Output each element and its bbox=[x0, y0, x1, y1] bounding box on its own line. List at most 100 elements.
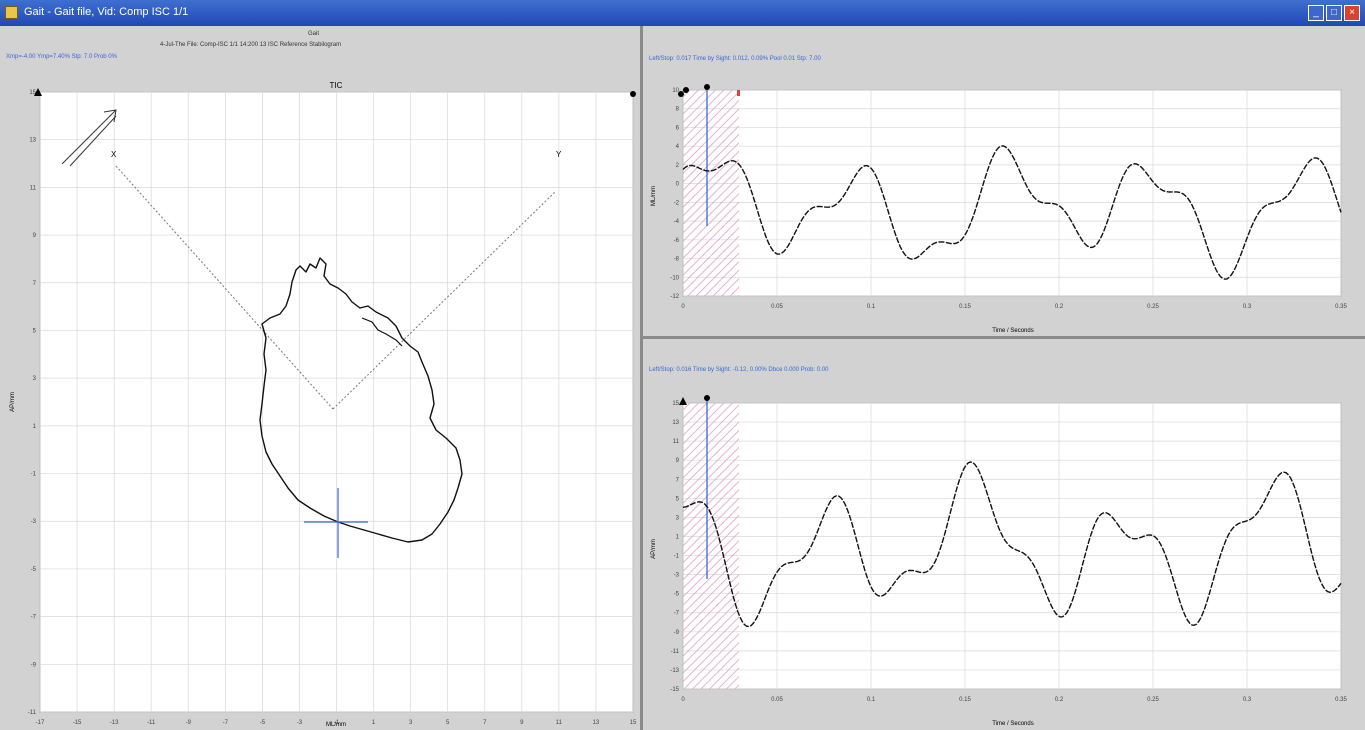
ml-time-panel: Left/Stop: 0.017 Time by Sight: 0.012, 0… bbox=[643, 26, 1365, 336]
ml-time-plot[interactable]: 10 8 6 4 2 0 -2 -4 -6 -8 -10 -12 0 0.05 0.1 0.15 0.2 0.2… bbox=[643, 26, 1365, 336]
x-tick-label: 5 bbox=[446, 720, 450, 726]
selection-region[interactable] bbox=[683, 403, 739, 689]
left-header-line3: Xmp=-4.00 Ymp=7.40% Stp: 7.0 Prob 0% bbox=[6, 54, 117, 60]
y-tick-label: 0 bbox=[676, 182, 680, 188]
ap-time-panel: Left/Stop: 0.016 Time by Sight: -0.12, 0… bbox=[643, 339, 1365, 730]
vertical-splitter[interactable] bbox=[640, 26, 643, 730]
x-tick-label: 0.3 bbox=[1243, 697, 1252, 703]
right-bottom-header: Left/Stop: 0.016 Time by Sight: -0.12, 0… bbox=[649, 367, 829, 373]
y-tick-label: -1 bbox=[31, 472, 37, 478]
x-tick-label: 0.05 bbox=[771, 304, 783, 310]
y-tick-label: -9 bbox=[31, 662, 37, 668]
y-tick-label: 9 bbox=[33, 233, 37, 239]
x-tick-label: 15 bbox=[630, 720, 637, 726]
x-tick-label: -17 bbox=[36, 720, 45, 726]
y-tick-label: 13 bbox=[29, 138, 36, 144]
x-tick-label: -3 bbox=[297, 720, 303, 726]
y-tick-label: 5 bbox=[676, 496, 680, 502]
right-top-xlabel: Time / Seconds bbox=[992, 328, 1033, 334]
marker-triangle-icon bbox=[679, 397, 687, 405]
y-tick-label: 1 bbox=[33, 424, 37, 430]
y-tick-label: -7 bbox=[31, 615, 37, 621]
y-tick-label: 15 bbox=[672, 401, 679, 407]
minimize-button[interactable]: _ bbox=[1308, 5, 1324, 21]
y-tick-label: 3 bbox=[676, 515, 680, 521]
x-tick-label: 0.05 bbox=[771, 697, 783, 703]
y-tick-label: -3 bbox=[674, 573, 680, 579]
horizontal-splitter[interactable] bbox=[643, 336, 1365, 339]
y-tick-label: -2 bbox=[674, 200, 680, 206]
selection-region[interactable] bbox=[683, 90, 739, 296]
y-tick-label: -5 bbox=[674, 592, 680, 598]
y-tick-label: 11 bbox=[30, 185, 37, 191]
stabilogram-trace bbox=[259, 257, 463, 543]
close-button[interactable]: × bbox=[1344, 5, 1360, 21]
end-marker-icon[interactable] bbox=[737, 90, 740, 96]
y-tick-label: 3 bbox=[33, 376, 37, 382]
right-bottom-ylabel: AP/mm bbox=[651, 539, 657, 559]
x-tick-label: -7 bbox=[223, 720, 229, 726]
y-tick-label: 15 bbox=[29, 90, 36, 96]
window-titlebar: Gait - Gait file, Vid: Comp ISC 1/1 _ □ … bbox=[0, 0, 1365, 26]
x-tick-label: 1 bbox=[372, 720, 376, 726]
y-tick-label: 11 bbox=[673, 439, 680, 445]
x-tick-label: 7 bbox=[483, 720, 487, 726]
y-tick-label: -10 bbox=[670, 275, 679, 281]
y-tick-label: 5 bbox=[33, 328, 37, 334]
y-tick-label: 8 bbox=[676, 107, 680, 113]
x-tick-label: 13 bbox=[593, 720, 600, 726]
y-tick-label: -8 bbox=[674, 257, 680, 263]
y-tick-label: -4 bbox=[674, 219, 680, 225]
left-xlabel: ML/mm bbox=[326, 722, 346, 728]
y-tick-label: 4 bbox=[676, 144, 680, 150]
maximize-button[interactable]: □ bbox=[1326, 5, 1342, 21]
ap-time-plot[interactable]: 15 13 11 9 7 5 3 1 -1 -3 -5 -7 -9 -11 -13 -15 0 0.05 0.1 0… bbox=[643, 339, 1365, 730]
x-tick-label: 0.3 bbox=[1243, 304, 1252, 310]
x-tick-label: 11 bbox=[556, 720, 563, 726]
x-tick-label: 0.25 bbox=[1147, 304, 1159, 310]
y-tick-label: -1 bbox=[674, 554, 680, 560]
x-tick-label: 0.2 bbox=[1055, 697, 1064, 703]
y-tick-label: 10 bbox=[672, 88, 679, 94]
x-tick-label: 0.15 bbox=[959, 697, 971, 703]
x-tick-label: 0.25 bbox=[1147, 697, 1159, 703]
x-tick-label: 0.1 bbox=[867, 304, 876, 310]
marker-dot-icon bbox=[678, 91, 684, 97]
ml-trace bbox=[682, 145, 1342, 280]
x-tick-label: 0.35 bbox=[1335, 697, 1347, 703]
y-tick-label: 1 bbox=[676, 534, 680, 540]
y-tick-label: 6 bbox=[676, 125, 680, 131]
x-tick-label: 0 bbox=[681, 304, 685, 310]
left-header-line2: 4-Jul-The File: Comp-ISC 1/1 14:200 13 I… bbox=[160, 42, 342, 48]
y-tick-label: -7 bbox=[674, 611, 680, 617]
y-tick-label: -11 bbox=[28, 710, 37, 716]
y-tick-label: -12 bbox=[670, 294, 679, 300]
y-tick-label: 9 bbox=[676, 458, 680, 464]
right-bottom-xlabel: Time / Seconds bbox=[992, 721, 1033, 727]
orientation-arrow-icon bbox=[61, 109, 117, 167]
y-tick-label: 7 bbox=[33, 281, 37, 287]
stabilogram-panel: Gait 4-Jul-The File: Comp-ISC 1/1 14:200… bbox=[0, 26, 640, 730]
x-tick-label: -9 bbox=[186, 720, 192, 726]
x-tick-label: -13 bbox=[110, 720, 119, 726]
left-plot-title: TIC bbox=[330, 81, 343, 90]
cursor-handle-icon[interactable] bbox=[704, 84, 710, 90]
y-tick-label: -15 bbox=[670, 687, 679, 693]
crosshair-cursor-icon[interactable] bbox=[304, 488, 368, 558]
y-tick-label: -13 bbox=[670, 668, 679, 674]
marker-dot-icon bbox=[683, 87, 689, 93]
ap-trace bbox=[682, 461, 1342, 628]
x-tick-label: -11 bbox=[147, 720, 156, 726]
y-tick-label: 7 bbox=[676, 477, 680, 483]
y-tick-label: -11 bbox=[671, 649, 680, 655]
marker-dot-icon bbox=[630, 91, 636, 97]
app-icon bbox=[5, 6, 18, 19]
x-tick-label: 0.1 bbox=[867, 697, 876, 703]
window-title: Gait - Gait file, Vid: Comp ISC 1/1 bbox=[24, 6, 189, 18]
left-header-line1: Gait bbox=[308, 31, 320, 37]
x-tick-label: -5 bbox=[260, 720, 266, 726]
x-tick-label: 0.2 bbox=[1055, 304, 1064, 310]
right-top-header: Left/Stop: 0.017 Time by Sight: 0.012, 0… bbox=[649, 56, 821, 62]
cursor-handle-icon[interactable] bbox=[704, 395, 710, 401]
